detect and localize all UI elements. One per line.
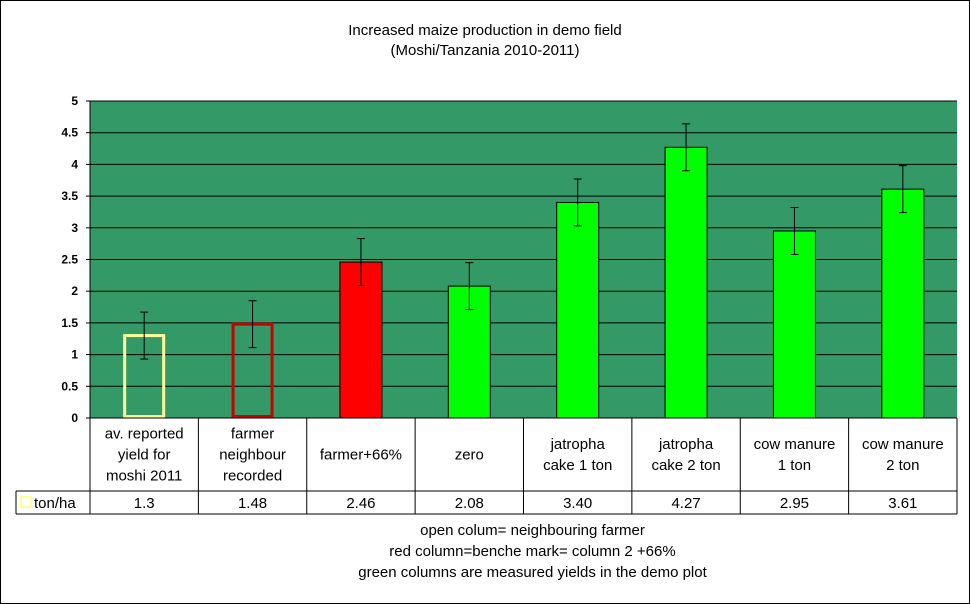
legend-key — [20, 496, 32, 508]
bar — [881, 188, 925, 419]
bar — [556, 201, 600, 419]
category-label: jatropha cake 1 ton — [543, 436, 612, 474]
chart-title: Increased maize production in demo field — [348, 22, 622, 39]
y-tick-label: 3 — [71, 221, 78, 235]
chart-subtitle: (Moshi/Tanzania 2010-2011) — [390, 42, 580, 59]
value-label: 1.48 — [238, 495, 267, 512]
y-tick-label: 4 — [71, 157, 78, 171]
category-label: av. reported yield for moshi 2011 — [105, 426, 184, 485]
bar — [664, 146, 708, 419]
y-tick-label: 2 — [71, 284, 78, 298]
error-bars — [140, 123, 907, 360]
y-tick-label: 1.5 — [61, 316, 78, 330]
category-label: zero — [455, 447, 484, 464]
y-tick-label: 1 — [71, 348, 78, 362]
value-label: 2.95 — [780, 495, 809, 512]
value-label: 2.46 — [346, 495, 375, 512]
y-tick-label: 5 — [71, 94, 78, 108]
bar — [339, 261, 383, 419]
y-tick-label: 0 — [71, 411, 78, 425]
category-label: cow manure 2 ton — [862, 436, 944, 474]
category-label: cow manure 1 ton — [754, 436, 836, 474]
category-label: farmer neighbour recorded — [219, 426, 286, 485]
y-tick-label: 3.5 — [61, 189, 78, 203]
category-label: jatropha cake 2 ton — [651, 436, 720, 474]
y-tick-label: 0.5 — [61, 379, 78, 393]
value-label: 3.40 — [563, 495, 592, 512]
value-label: 2.08 — [455, 495, 484, 512]
y-tick-label: 2.5 — [61, 253, 78, 267]
value-label: 1.3 — [134, 495, 155, 512]
y-axis: 0 0.5 1 1.5 2 2.5 3 3.5 4 4.5 5 — [61, 94, 91, 425]
value-label: 4.27 — [671, 495, 700, 512]
value-label: 3.61 — [888, 495, 917, 512]
note-3: green columns are measured yields in the… — [358, 564, 707, 581]
data-table: av. reported yield for moshi 2011 farmer nei… — [15, 417, 958, 515]
note-1: open colum= neighbouring farmer — [420, 522, 645, 539]
category-label: farmer+66% — [320, 447, 402, 464]
note-2: red column=benche mark= column 2 +66% — [389, 543, 676, 560]
y-tick-label: 4.5 — [61, 126, 78, 140]
bar — [772, 230, 816, 419]
series-name: ton/ha — [34, 495, 76, 512]
